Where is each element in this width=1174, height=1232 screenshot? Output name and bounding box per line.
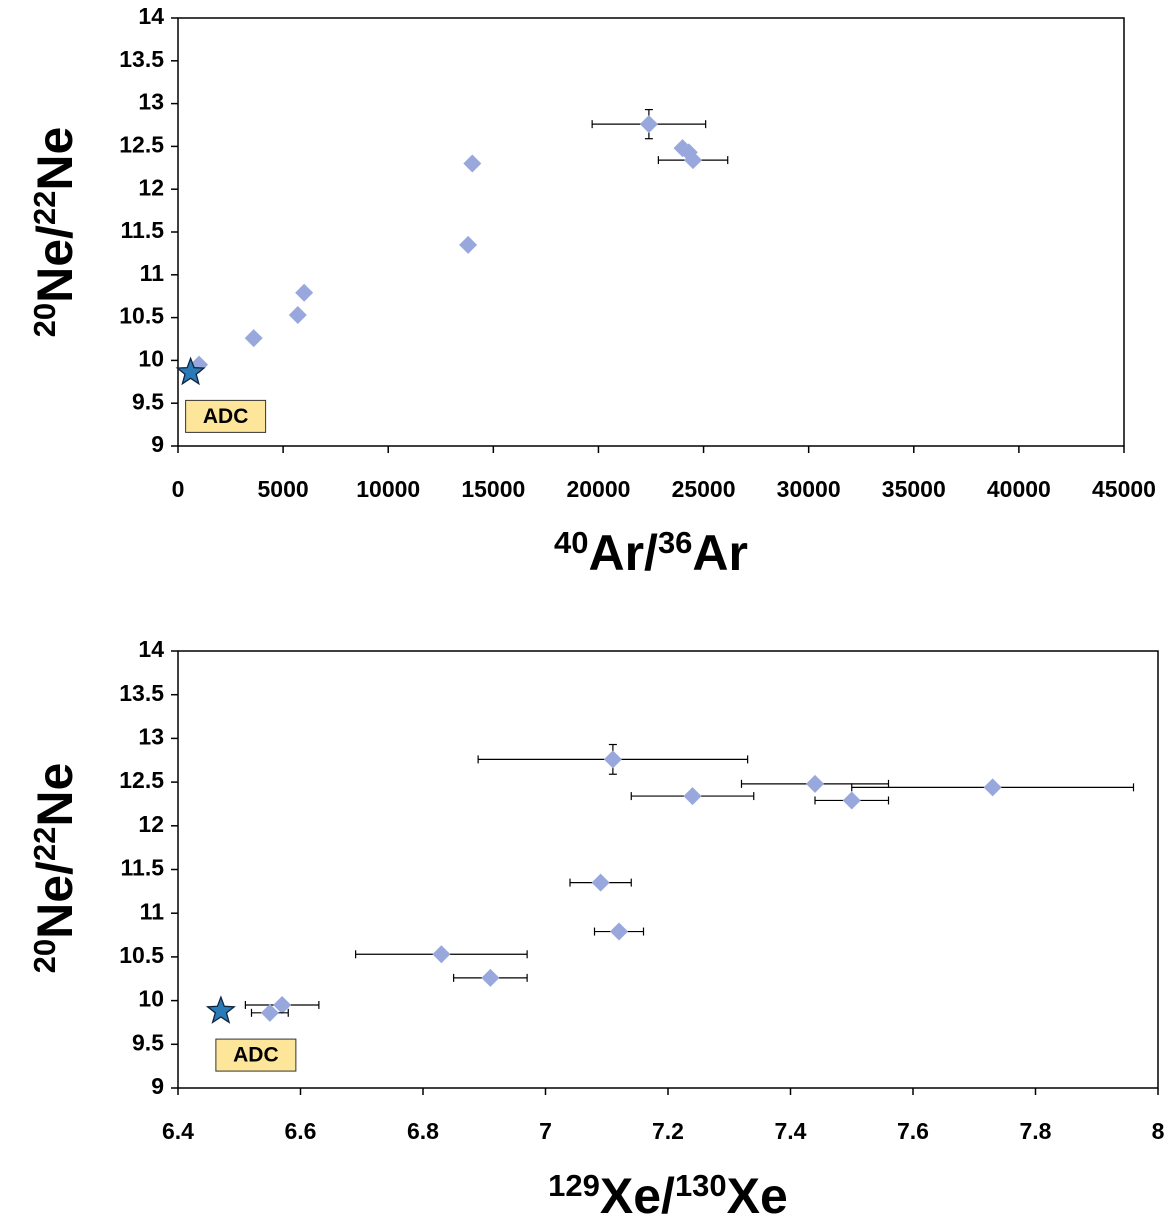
- plot-area: [177, 17, 1125, 447]
- diamond-marker: [842, 791, 861, 810]
- x-axis-label-part: 130: [675, 1168, 727, 1203]
- y-axis-label-part: 22: [27, 827, 62, 861]
- y-tick-label: 11: [140, 260, 165, 286]
- x-axis-label: 129Xe/130Xe: [548, 1168, 788, 1225]
- y-axis-label-part: 20: [27, 939, 62, 973]
- y-axis-label-part: 20: [27, 303, 62, 337]
- diamond-marker: [273, 995, 292, 1014]
- diamond-marker: [481, 968, 500, 987]
- y-tick-label: 13.5: [119, 46, 164, 72]
- x-tick-label: 6.4: [162, 1118, 194, 1144]
- y-tick-label: 12: [138, 811, 164, 837]
- diamond-marker: [459, 235, 478, 254]
- diamond-marker: [591, 873, 610, 892]
- x-tick-label: 30000: [777, 476, 841, 502]
- x-axis-label-part: Ar/: [588, 525, 658, 581]
- y-tick-label: 10.5: [119, 303, 164, 329]
- y-axis-label: 20Ne/22Ne: [27, 127, 84, 338]
- y-tick-label: 9: [151, 431, 164, 457]
- x-tick-label: 35000: [882, 476, 946, 502]
- y-tick-label: 14: [138, 636, 164, 662]
- x-axis-label-part: 36: [658, 525, 692, 560]
- x-axis-label-part: Ar: [692, 525, 748, 581]
- y-axis-label-part: 22: [27, 191, 62, 225]
- x-tick-label: 8: [1152, 1118, 1165, 1144]
- x-tick-label: 45000: [1092, 476, 1156, 502]
- x-tick-label: 6.6: [285, 1118, 317, 1144]
- star-marker: [175, 356, 206, 386]
- y-tick-label: 10: [138, 986, 164, 1012]
- y-tick-label: 10: [138, 345, 164, 371]
- x-tick-label: 5000: [258, 476, 309, 502]
- x-axis-label-part: Xe: [727, 1168, 788, 1224]
- diamond-marker: [683, 787, 702, 806]
- diamond-marker: [983, 778, 1002, 797]
- x-tick-label: 6.8: [407, 1118, 439, 1144]
- diamond-marker: [639, 115, 658, 134]
- y-axis-label-part: Ne/: [27, 225, 83, 303]
- y-axis-label-part: Ne/: [27, 861, 83, 939]
- y-axis-label-part: Ne: [27, 127, 83, 191]
- diamond-marker: [244, 329, 263, 348]
- star-marker: [205, 995, 236, 1024]
- y-axis-label-part: Ne: [27, 763, 83, 827]
- annotation: ADC: [233, 1044, 279, 1067]
- x-tick-label: 7.2: [652, 1118, 684, 1144]
- y-tick-label: 13: [138, 723, 164, 749]
- diamond-marker: [288, 306, 307, 325]
- x-tick-label: 25000: [672, 476, 736, 502]
- y-tick-label: 9.5: [132, 388, 164, 414]
- diamond-marker: [260, 1003, 279, 1022]
- y-tick-label: 11.5: [121, 217, 165, 243]
- x-tick-label: 40000: [987, 476, 1051, 502]
- y-tick-label: 12.5: [119, 131, 164, 157]
- x-tick-label: 20000: [566, 476, 630, 502]
- y-tick-label: 13.5: [119, 680, 164, 706]
- y-tick-label: 10.5: [119, 942, 164, 968]
- y-tick-label: 12.5: [119, 767, 164, 793]
- x-tick-label: 0: [172, 476, 185, 502]
- x-tick-label: 7.6: [897, 1118, 929, 1144]
- x-axis-label-part: Xe/: [600, 1168, 675, 1224]
- diamond-marker: [806, 774, 824, 793]
- annotation: ADC: [203, 405, 249, 428]
- y-tick-label: 12: [138, 174, 164, 200]
- x-axis-label-part: 129: [548, 1168, 600, 1203]
- x-tick-label: 10000: [356, 476, 420, 502]
- x-tick-label: 7.8: [1020, 1118, 1052, 1144]
- diamond-marker: [603, 750, 622, 769]
- diamond-marker: [463, 154, 482, 173]
- x-axis-label-part: 40: [554, 525, 588, 560]
- diamond-marker: [610, 922, 628, 941]
- annotation-box: [185, 399, 267, 433]
- y-tick-label: 9: [151, 1073, 164, 1099]
- x-tick-label: 7.4: [775, 1118, 807, 1144]
- plot-area: [177, 650, 1159, 1089]
- y-tick-label: 11.5: [121, 855, 165, 881]
- y-tick-label: 9.5: [132, 1029, 164, 1055]
- y-tick-label: 14: [138, 3, 164, 29]
- y-tick-label: 13: [138, 89, 164, 115]
- diamond-marker: [684, 151, 703, 170]
- annotation-box: [215, 1038, 297, 1072]
- y-axis-label: 20Ne/22Ne: [27, 763, 84, 974]
- y-tick-label: 11: [140, 898, 165, 924]
- x-tick-label: 7: [539, 1118, 552, 1144]
- diamond-marker: [295, 283, 314, 302]
- x-axis-label: 40Ar/36Ar: [554, 525, 748, 582]
- diamond-marker: [432, 945, 451, 964]
- x-tick-label: 15000: [461, 476, 525, 502]
